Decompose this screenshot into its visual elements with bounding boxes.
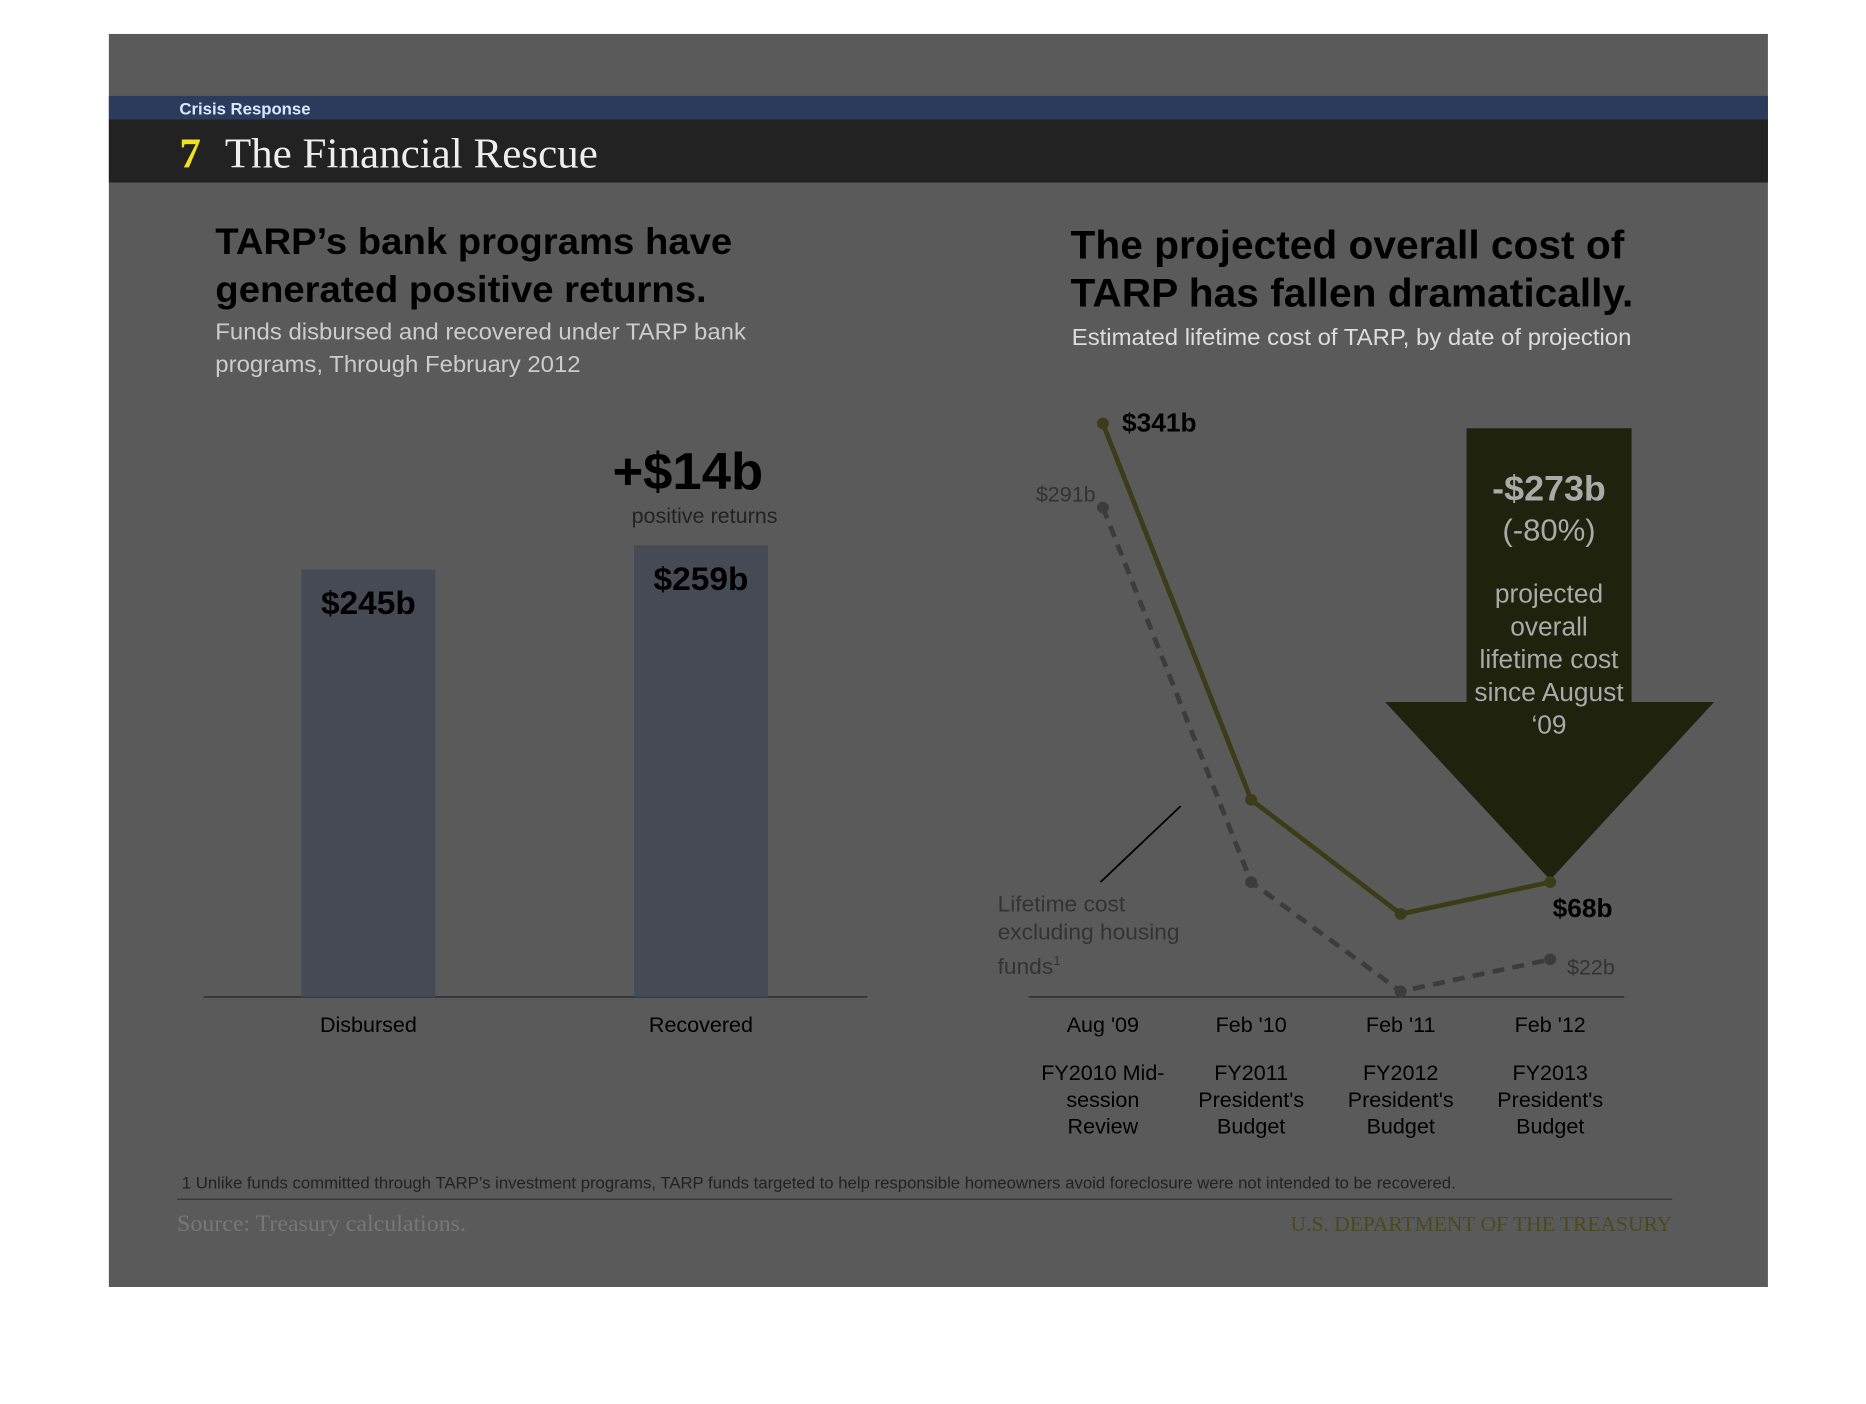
title-box: TARP’s bank programs have generated posi… bbox=[215, 219, 733, 311]
bar bbox=[633, 545, 768, 997]
header-bar bbox=[108, 119, 1768, 183]
x-tick-note-box: FY2013 President's Budget bbox=[1497, 1061, 1604, 1139]
x-tick-label: Feb '11 bbox=[1366, 1013, 1436, 1037]
arrow-value: -$273b bbox=[1492, 469, 1606, 509]
x-tick-label: Feb '12 bbox=[1515, 1013, 1586, 1037]
x-tick-label: Disbursed bbox=[320, 1013, 417, 1037]
value-label: $341b bbox=[1122, 408, 1197, 438]
series-label-box: Lifetime cost excluding housing funds1 bbox=[998, 892, 1201, 982]
point bbox=[1544, 953, 1557, 966]
value-label: $291b bbox=[1036, 483, 1096, 507]
point bbox=[1544, 876, 1557, 888]
x-tick-note-box: FY2011 President's Budget bbox=[1198, 1061, 1305, 1139]
point bbox=[1096, 501, 1109, 514]
x-tick-note-box: FY2010 Mid-session Review bbox=[1041, 1061, 1165, 1139]
footnote: 1 Unlike funds committed through TARP’s … bbox=[182, 1174, 1456, 1193]
chart-subtitle: Estimated lifetime cost of TARP, by date… bbox=[1072, 325, 1632, 351]
x-tick-note: FY2010 Mid-session Review bbox=[1041, 1061, 1165, 1139]
point bbox=[1394, 985, 1407, 998]
value-label: $22b bbox=[1567, 956, 1615, 980]
series-label: Lifetime cost excluding housing funds1 bbox=[998, 892, 1201, 982]
line bbox=[1100, 506, 1551, 994]
series-name: Lifetime cost excluding housing funds bbox=[997, 892, 1180, 980]
x-tick-note: FY2011 President's Budget bbox=[1198, 1061, 1305, 1139]
source: Source: Treasury calculations. bbox=[177, 1211, 466, 1237]
bar bbox=[301, 569, 436, 997]
footnote-marker: 1 bbox=[1053, 954, 1061, 969]
subtitle-box: Funds disbursed and recovered under TARP… bbox=[215, 319, 746, 378]
header-strip bbox=[108, 95, 1768, 120]
chart-title: TARP’s bank programs have generated posi… bbox=[215, 219, 733, 311]
value-label: $245b bbox=[321, 586, 416, 623]
arrow-text: projected overall lifetime cost since Au… bbox=[1474, 579, 1624, 740]
section: Crisis Response bbox=[179, 100, 310, 119]
publisher: U.S. DEPARTMENT OF THE TREASURY bbox=[1291, 1212, 1673, 1236]
arrow-percent: (-80%) bbox=[1502, 513, 1595, 548]
x-tick-note: FY2013 President's Budget bbox=[1497, 1061, 1604, 1139]
point bbox=[1245, 793, 1258, 806]
point bbox=[1096, 417, 1109, 430]
chart-subtitle: Funds disbursed and recovered under TARP… bbox=[215, 319, 746, 378]
x-tick-note: FY2012 President's Budget bbox=[1347, 1061, 1454, 1139]
chart-title: The projected overall cost of TARP has f… bbox=[1070, 223, 1634, 316]
point bbox=[1394, 908, 1407, 920]
section-number: 7 bbox=[179, 131, 201, 177]
value-label: $68b bbox=[1553, 893, 1613, 923]
callout-line bbox=[1099, 805, 1182, 883]
point bbox=[1245, 876, 1258, 888]
x-tick-label: Feb '10 bbox=[1216, 1013, 1287, 1037]
x-tick-note-box: FY2012 President's Budget bbox=[1347, 1061, 1454, 1139]
down-arrow bbox=[1385, 428, 1715, 880]
annotation-text: positive returns bbox=[632, 504, 778, 528]
value-label: $259b bbox=[653, 561, 748, 598]
line bbox=[1100, 422, 1551, 917]
x-tick-label: Aug '09 bbox=[1067, 1013, 1139, 1037]
arrow-text-box: projected overall lifetime cost since Au… bbox=[1474, 579, 1624, 740]
annotation-value: +$14b bbox=[612, 444, 763, 501]
page-title: The Financial Rescue bbox=[225, 131, 598, 177]
x-tick-label: Recovered bbox=[649, 1013, 753, 1037]
title-box: The projected overall cost of TARP has f… bbox=[1070, 223, 1634, 316]
